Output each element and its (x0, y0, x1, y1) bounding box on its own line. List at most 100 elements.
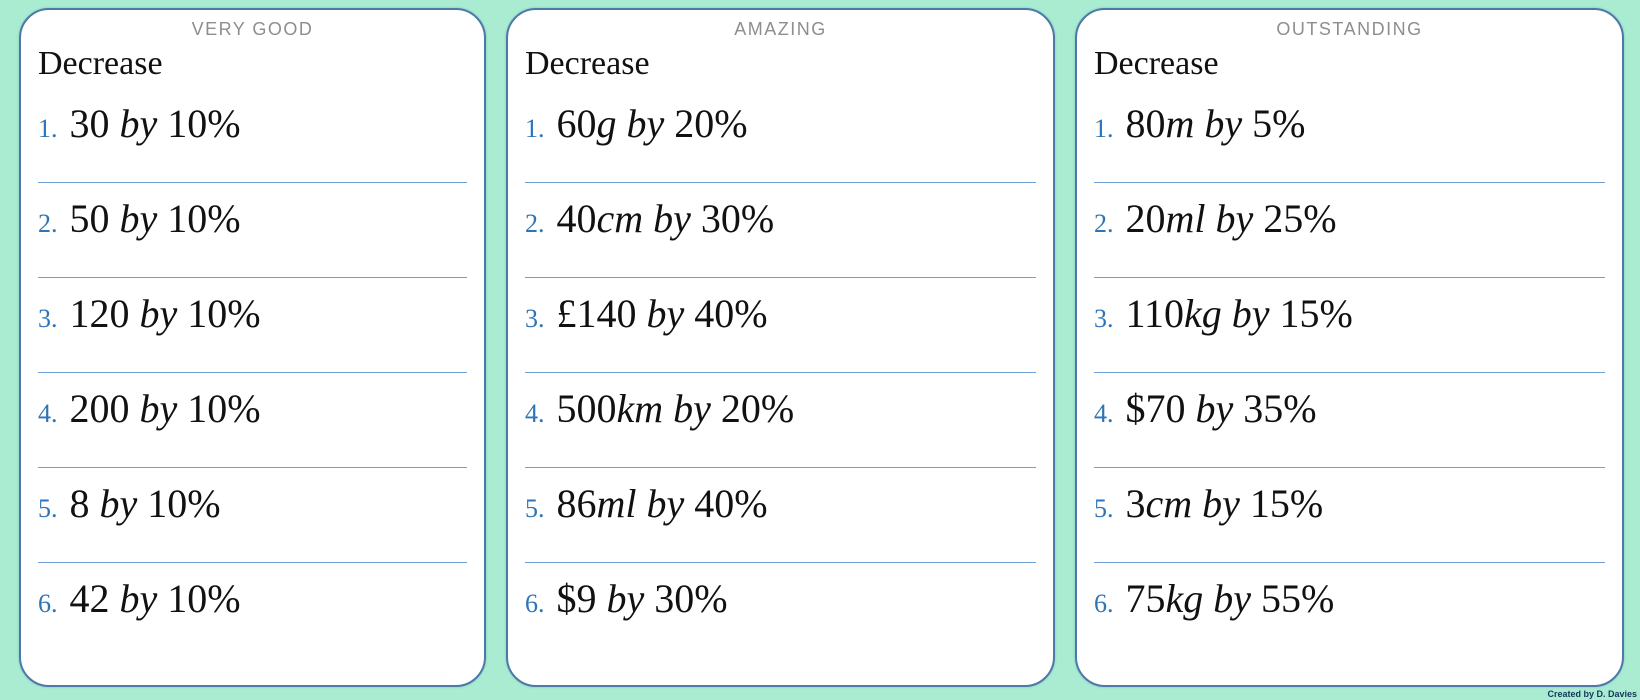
credit-label: Created by D. Davies (1547, 689, 1637, 699)
item-percent: 20% (674, 101, 748, 146)
item-unit: kg (1165, 576, 1204, 621)
item-percent: 10% (187, 386, 261, 431)
item-value: 86 (556, 481, 597, 526)
card-amazing: AMAZING Decrease 1. 60g by 20% 2. 40cm by 30… (506, 8, 1055, 687)
item-value: £140 (556, 291, 637, 336)
item-value: 30 (69, 101, 110, 146)
item-percent: 20% (720, 386, 795, 431)
problem-item: 6. 75kg by 55% (1094, 563, 1605, 658)
item-by-word: by (1204, 101, 1243, 146)
item-number: 2. (38, 209, 58, 238)
item-number: 5. (525, 494, 545, 523)
item-number: 6. (38, 589, 58, 618)
item-by-word: by (646, 291, 685, 336)
item-number: 1. (1094, 114, 1114, 143)
item-percent: 15% (1279, 291, 1353, 336)
item-text: 30 by 10% (70, 100, 241, 147)
item-number: 5. (38, 494, 58, 523)
item-number: 4. (525, 399, 545, 428)
item-number: 3. (38, 304, 58, 333)
item-text: 110kg by 15% (1126, 290, 1353, 337)
item-percent: 25% (1263, 196, 1337, 241)
item-number: 4. (38, 399, 58, 428)
item-by-word: by (139, 386, 178, 431)
item-text: 42 by 10% (70, 575, 241, 622)
card-outstanding: OUTSTANDING Decrease 1. 80m by 5% 2. 20ml b… (1075, 8, 1624, 687)
item-unit: kg (1184, 291, 1222, 336)
problem-item: 4. 200 by 10% (38, 373, 467, 468)
item-unit: ml (596, 481, 637, 526)
item-percent: 10% (167, 196, 241, 241)
problem-item: 2. 20ml by 25% (1094, 183, 1605, 278)
item-text: 86ml by 40% (557, 480, 768, 527)
item-value: 200 (69, 386, 130, 431)
item-percent: 10% (187, 291, 261, 336)
item-number: 3. (525, 304, 545, 333)
item-value: $9 (556, 576, 597, 621)
item-by-word: by (673, 386, 711, 431)
item-by-word: by (119, 101, 158, 146)
item-text: 40cm by 30% (557, 195, 775, 242)
item-value: 500 (556, 386, 617, 431)
item-value: 20 (1125, 196, 1166, 241)
difficulty-badge: OUTSTANDING (1276, 19, 1423, 39)
item-text: 20ml by 25% (1126, 195, 1337, 242)
item-percent: 10% (167, 576, 241, 621)
item-value: 40 (556, 196, 597, 241)
item-by-word: by (653, 196, 691, 241)
item-percent: 30% (654, 576, 728, 621)
item-by-word: by (119, 576, 158, 621)
card-title: Decrease (1094, 45, 1219, 82)
item-by-word: by (1231, 291, 1270, 336)
item-text: 75kg by 55% (1126, 575, 1335, 622)
item-unit: ml (1165, 196, 1206, 241)
item-by-word: by (99, 481, 138, 526)
item-text: 500km by 20% (557, 385, 795, 432)
item-by-word: by (646, 481, 685, 526)
problem-item: 4. $70 by 35% (1094, 373, 1605, 468)
card-very-good: VERY GOOD Decrease 1. 30 by 10% 2. 50 by 10%… (19, 8, 486, 687)
item-percent: 10% (147, 481, 221, 526)
problem-item: 2. 40cm by 30% (525, 183, 1036, 278)
item-text: 50 by 10% (70, 195, 241, 242)
item-text: £140 by 40% (557, 290, 768, 337)
item-percent: 5% (1252, 101, 1306, 146)
problem-item: 3. 120 by 10% (38, 278, 467, 373)
item-by-word: by (626, 101, 665, 146)
item-percent: 40% (694, 481, 768, 526)
item-text: $9 by 30% (557, 575, 728, 622)
item-percent: 35% (1243, 386, 1317, 431)
item-text: $70 by 35% (1126, 385, 1317, 432)
difficulty-badge: AMAZING (734, 19, 827, 39)
worksheet-cards: VERY GOOD Decrease 1. 30 by 10% 2. 50 by 10%… (19, 8, 1624, 687)
item-unit: km (616, 386, 664, 431)
item-text: 200 by 10% (70, 385, 261, 432)
problem-item: 4. 500km by 20% (525, 373, 1036, 468)
item-by-word: by (119, 196, 158, 241)
problem-item: 1. 60g by 20% (525, 88, 1036, 183)
item-number: 1. (38, 114, 58, 143)
item-percent: 40% (694, 291, 768, 336)
item-text: 3cm by 15% (1126, 480, 1324, 527)
item-unit: m (1165, 101, 1195, 146)
item-text: 120 by 10% (70, 290, 261, 337)
problem-item: 5. 8 by 10% (38, 468, 467, 563)
item-by-word: by (1213, 576, 1252, 621)
item-percent: 15% (1249, 481, 1324, 526)
problem-item: 5. 3cm by 15% (1094, 468, 1605, 563)
item-text: 8 by 10% (70, 480, 221, 527)
item-number: 6. (1094, 589, 1114, 618)
item-value: 110 (1125, 291, 1185, 336)
item-by-word: by (606, 576, 645, 621)
difficulty-badge: VERY GOOD (191, 19, 314, 39)
card-title: Decrease (525, 45, 650, 82)
item-unit: cm (596, 196, 644, 241)
card-title: Decrease (38, 45, 163, 82)
item-number: 6. (525, 589, 545, 618)
item-percent: 30% (700, 196, 775, 241)
item-number: 2. (525, 209, 545, 238)
item-percent: 10% (167, 101, 241, 146)
item-text: 80m by 5% (1126, 100, 1306, 147)
problem-item: 6. 42 by 10% (38, 563, 467, 658)
item-value: 42 (69, 576, 110, 621)
